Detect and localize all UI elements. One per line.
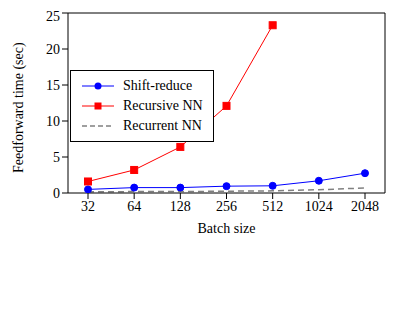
svg-text:15: 15: [46, 78, 60, 93]
svg-text:512: 512: [262, 199, 283, 214]
svg-text:20: 20: [46, 42, 60, 57]
svg-text:256: 256: [216, 199, 237, 214]
html-text:Shift-reduce: Shift-reduce: [123, 78, 193, 93]
svg-text:0: 0: [53, 186, 60, 201]
svg-text:2048: 2048: [351, 199, 379, 214]
html-text:Recursive NN: Recursive NN: [123, 98, 203, 113]
svg-text:Feedforward time (sec): Feedforward time (sec): [11, 42, 27, 173]
svg-text:128: 128: [170, 199, 191, 214]
svg-text:32: 32: [81, 199, 95, 214]
svg-text:1024: 1024: [305, 199, 333, 214]
svg-text:5: 5: [53, 150, 60, 165]
svg-text:Batch size: Batch size: [198, 221, 256, 236]
html-text:Recurrent NN: Recurrent NN: [123, 118, 202, 133]
svg-text:64: 64: [127, 199, 141, 214]
svg-text:25: 25: [46, 9, 60, 24]
svg-text:10: 10: [46, 114, 60, 129]
